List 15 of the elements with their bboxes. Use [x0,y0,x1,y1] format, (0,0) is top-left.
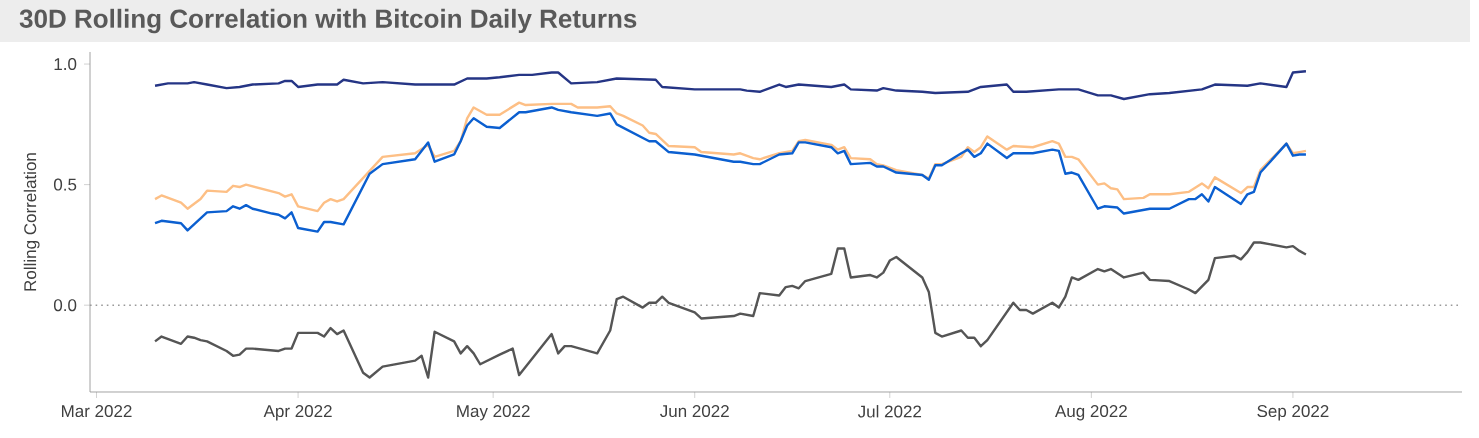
y-tick-label: 0.5 [53,178,77,191]
y-tick-label: 0.0 [53,299,77,312]
line-series [153,101,1308,213]
x-tick-label: May 2022 [457,405,530,421]
y-axis-title: Rolling Correlation [23,153,40,291]
y-tick-label: 1.0 [54,58,77,71]
x-tick-label: Mar 2022 [61,405,132,418]
line-series [153,106,1308,233]
x-tick-label: Aug 2022 [1055,405,1127,421]
x-tick-label: Jun 2022 [660,405,729,418]
x-tick-label: Apr 2022 [263,405,332,421]
line-series [153,241,1308,379]
x-tick-label: Jul 2022 [857,405,922,418]
chart-title: 30D Rolling Correlation with Bitcoin Daily Returns [19,8,637,34]
x-tick-label: Sep 2022 [1257,405,1329,421]
